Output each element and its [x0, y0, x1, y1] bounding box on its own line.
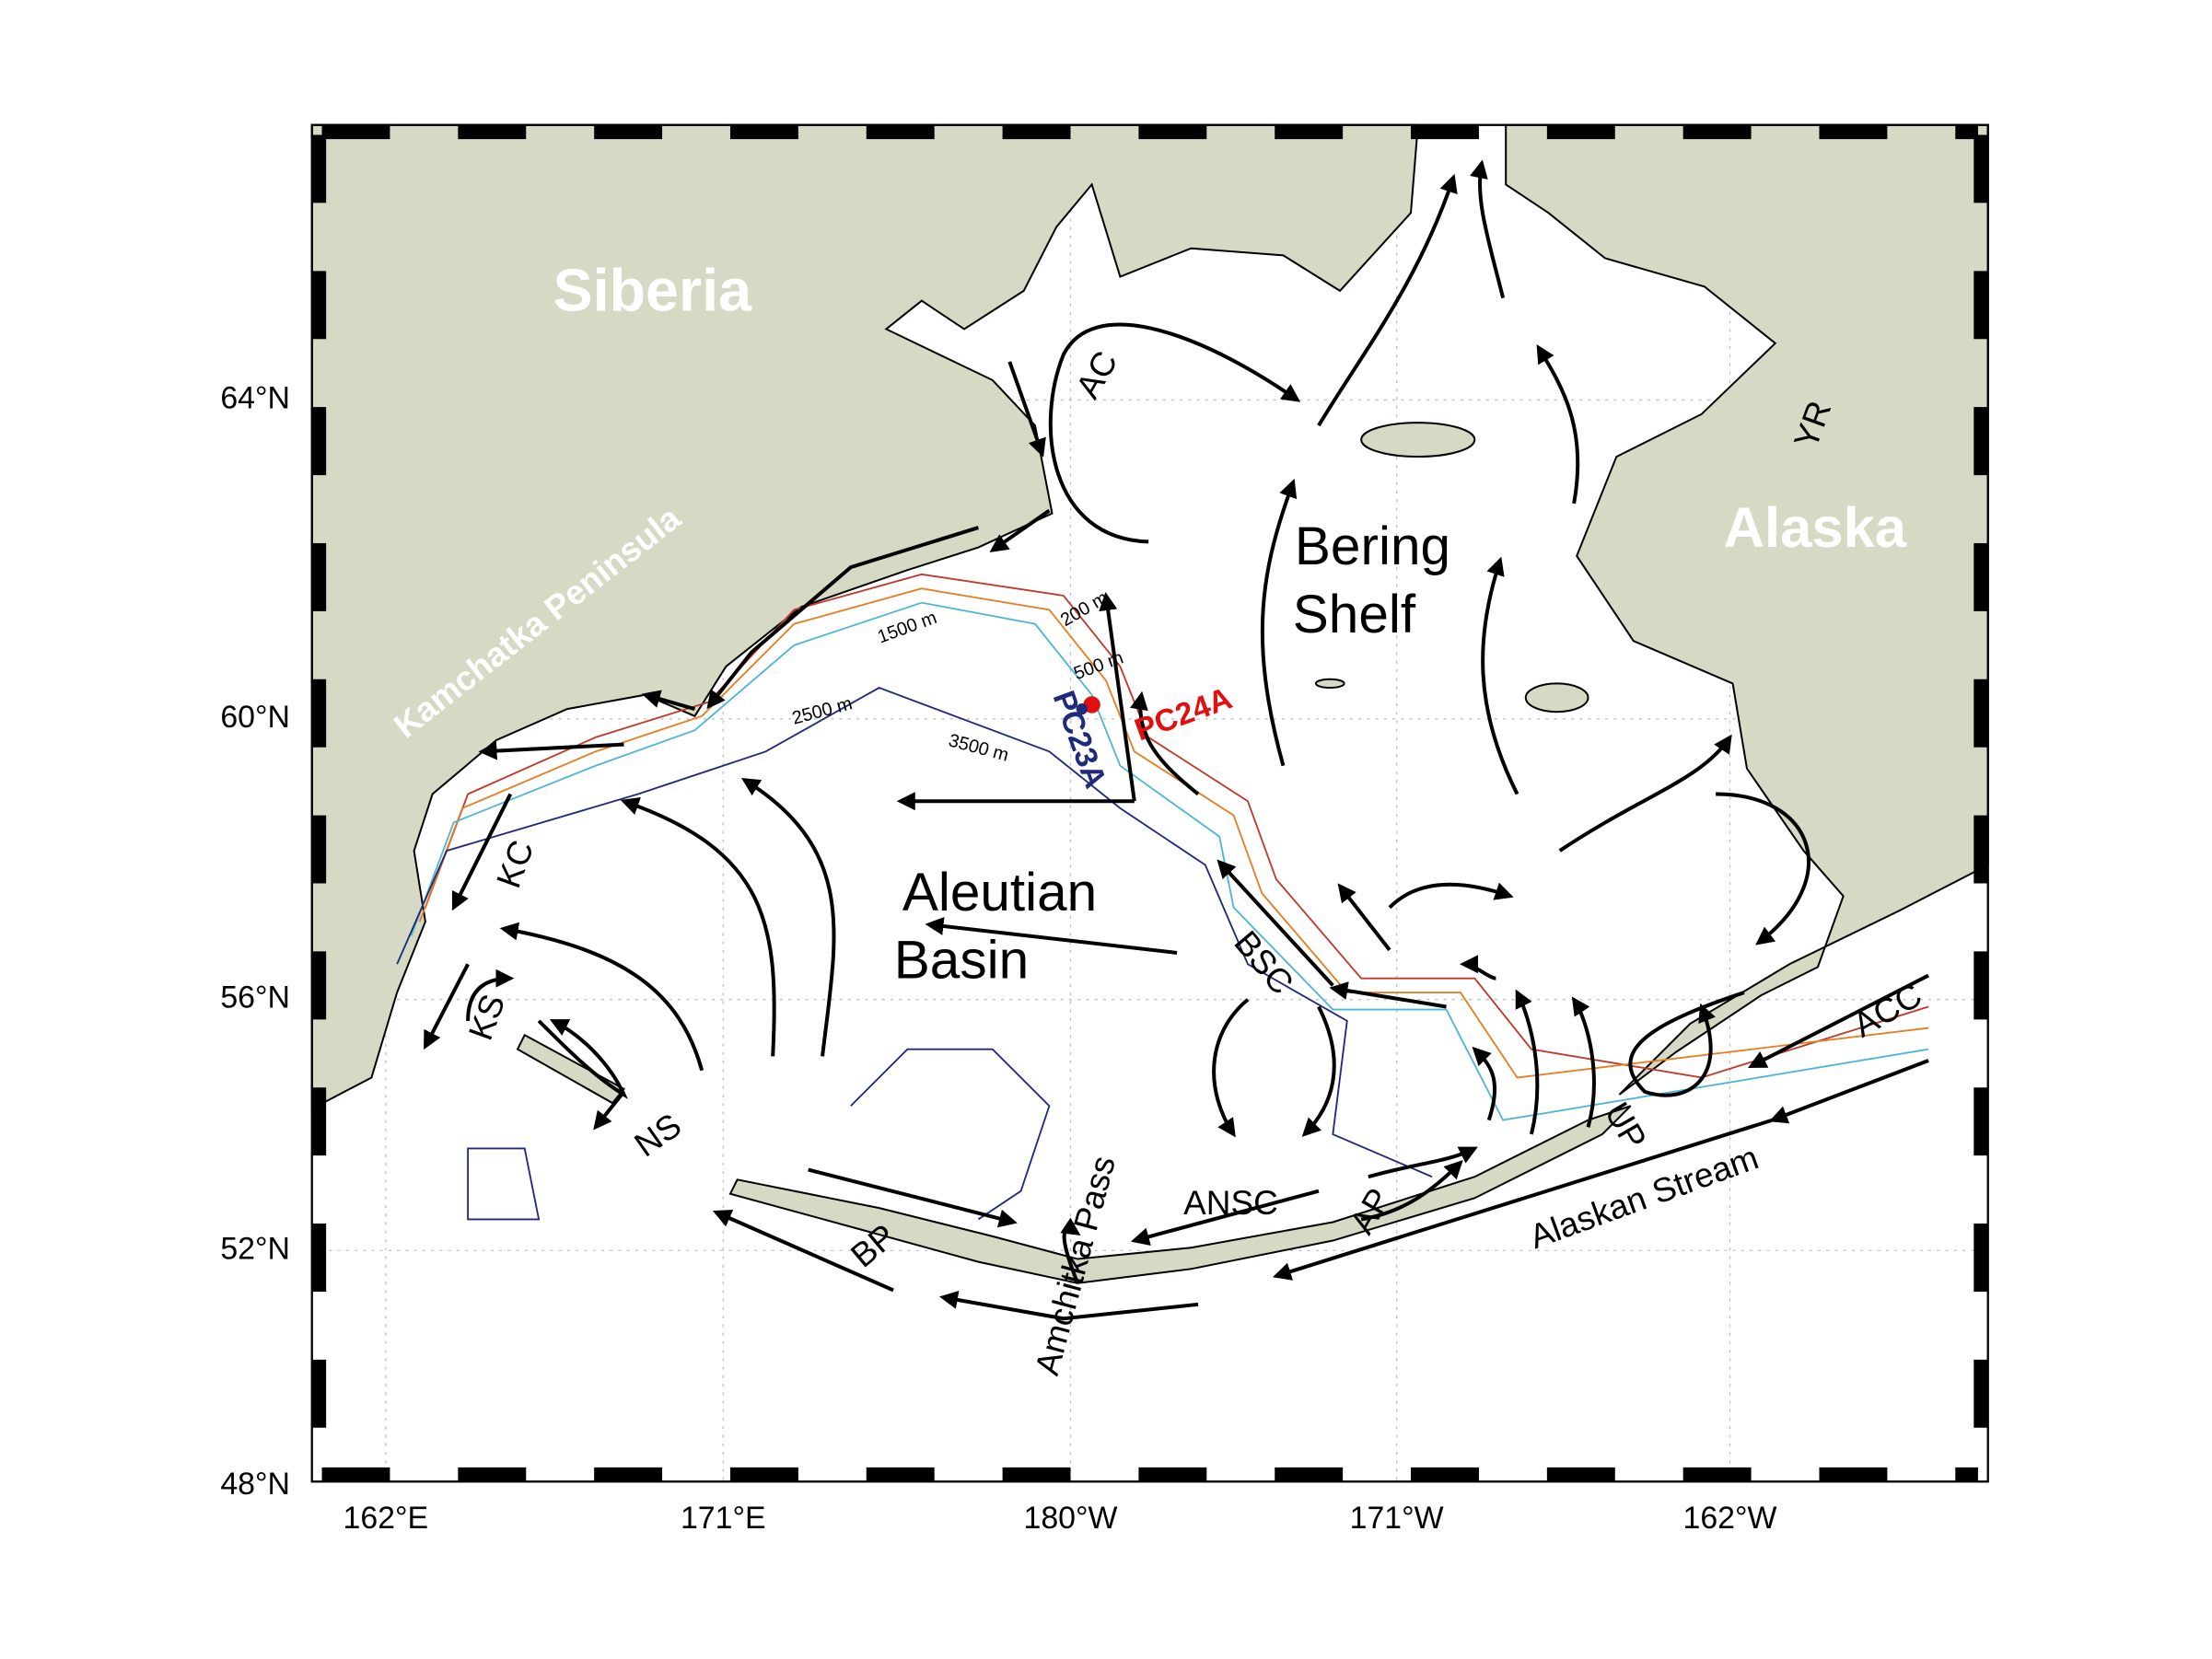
siberia-land	[310, 123, 1419, 1110]
region-label: Siberia	[553, 257, 752, 324]
lon-label: 171°W	[1350, 1501, 1444, 1536]
region-label: Alaska	[1724, 496, 1907, 560]
core-site	[1083, 696, 1100, 713]
currents	[424, 159, 1929, 1321]
lon-label: 171°E	[681, 1501, 766, 1536]
island	[1314, 678, 1345, 690]
lat-label: 56°N	[220, 980, 290, 1015]
graticule	[311, 124, 1988, 1482]
lat-label: 48°N	[220, 1467, 290, 1502]
isobaths	[396, 573, 1929, 1221]
lon-label: 162°W	[1682, 1501, 1776, 1536]
core-site	[1076, 702, 1088, 715]
lon-label: 162°E	[343, 1501, 428, 1536]
region-label: Shelf	[1293, 585, 1416, 644]
frame	[310, 123, 1989, 1483]
current-label: ANSC	[1183, 1184, 1278, 1222]
region-label: Basin	[894, 931, 1029, 991]
island	[1360, 422, 1476, 458]
lat-label: 64°N	[220, 380, 290, 415]
region-label: Bering	[1295, 516, 1450, 576]
island	[1524, 682, 1589, 713]
lon-label: 180°W	[1024, 1501, 1118, 1536]
lat-label: 60°N	[220, 700, 290, 735]
lat-label: 52°N	[220, 1231, 290, 1266]
region-label: Aleutian	[902, 863, 1097, 922]
